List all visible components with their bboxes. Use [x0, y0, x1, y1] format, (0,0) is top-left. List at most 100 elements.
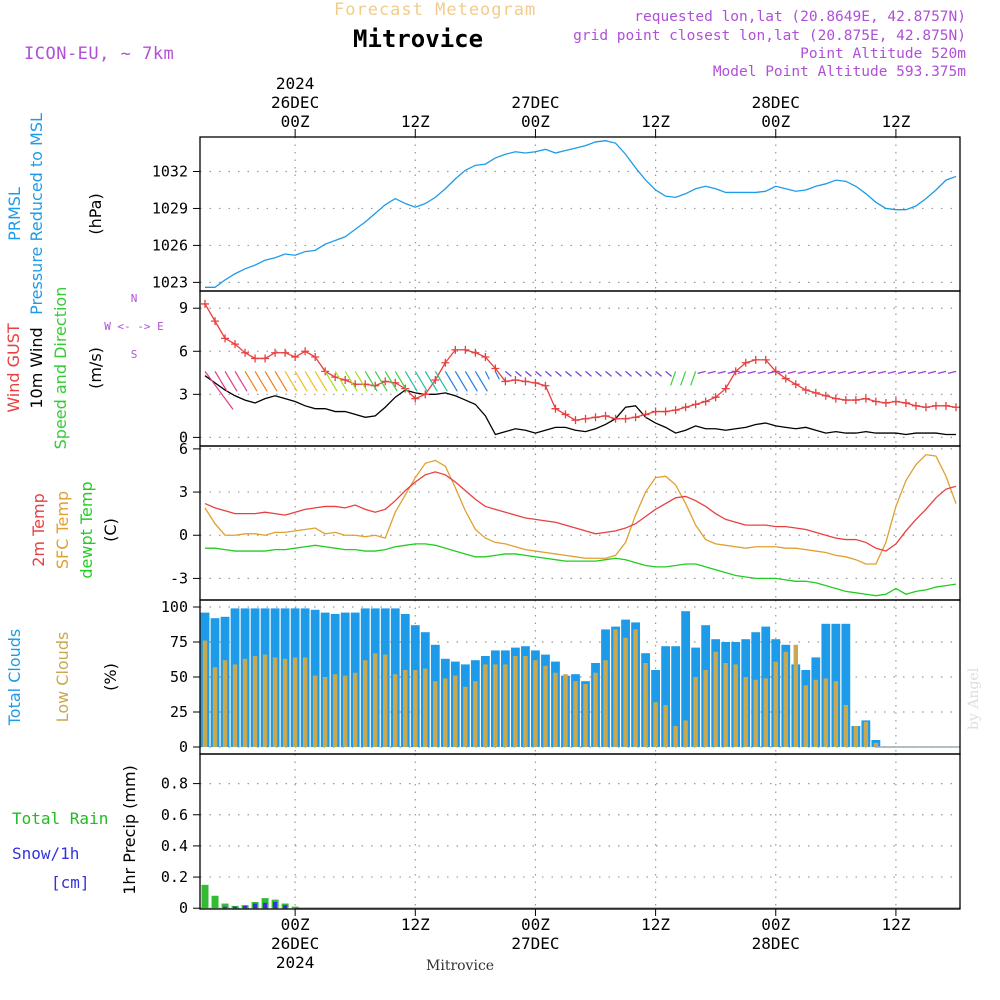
time-label-top: 12Z — [881, 112, 910, 131]
low-cloud-bar — [252, 656, 258, 747]
wind-direction-arrow — [464, 371, 478, 392]
low-cloud-bar — [683, 720, 688, 747]
y-tick-label: 9 — [179, 299, 188, 317]
temp-2m-label: 2m Temp — [29, 493, 48, 567]
wind-direction-arrow — [384, 371, 398, 392]
y-tick-label: 0.8 — [161, 775, 188, 793]
total-cloud-bar — [671, 646, 681, 747]
low-cloud-bar — [743, 677, 748, 747]
low-cloud-bar — [693, 677, 698, 747]
low-cloud-bar — [483, 664, 488, 747]
y-tick-label: -3 — [170, 569, 188, 587]
low-cloud-bar — [493, 664, 498, 747]
gust-marker — [661, 407, 670, 416]
low-cloud-bar — [643, 663, 648, 747]
wind-direction-arrow — [857, 370, 867, 374]
y-tick-label: 0.6 — [161, 806, 188, 824]
gust-marker — [761, 355, 770, 364]
sfc-temp-line — [204, 453, 957, 565]
total-cloud-bar — [841, 623, 851, 747]
gust-marker — [271, 348, 280, 357]
low-cloud-bar — [553, 672, 558, 747]
wind-direction-arrow — [204, 371, 234, 410]
gust-marker — [831, 394, 840, 403]
time-label-top: 28DEC — [752, 93, 800, 112]
gust-marker — [881, 398, 890, 407]
pressure-label-unit: (hPa) — [86, 193, 105, 234]
wind-direction-arrow — [424, 371, 438, 392]
time-label-top: 00Z — [521, 112, 550, 131]
low-cloud-bar — [423, 668, 428, 747]
wind-direction-arrow — [264, 371, 278, 392]
time-label-bottom: 12Z — [641, 915, 670, 934]
wind-direction-arrow — [515, 370, 522, 377]
gust-marker — [911, 401, 920, 410]
gust-marker — [611, 414, 620, 423]
wind-direction-arrow — [535, 370, 542, 377]
time-label-bottom: 28DEC — [752, 934, 800, 953]
wind-direction-arrow — [817, 370, 826, 374]
low-cloud-bar — [613, 629, 618, 747]
place-title: Mitrovice — [353, 25, 484, 53]
low-cloud-bar — [783, 651, 788, 747]
low-cloud-bar — [242, 658, 248, 747]
gust-marker — [581, 414, 590, 423]
gust-marker — [291, 353, 300, 362]
gust-marker — [261, 354, 270, 363]
time-label-top: 12Z — [641, 112, 670, 131]
gust-marker — [441, 358, 450, 367]
low-cloud-bar — [873, 742, 879, 747]
gust-marker — [751, 355, 760, 364]
low-cloud-bar — [753, 679, 758, 747]
low-cloud-bar — [332, 674, 338, 747]
time-label-bottom: 12Z — [881, 915, 910, 934]
gust-marker — [781, 374, 790, 383]
low-cloud-bar — [222, 660, 228, 747]
gust-marker — [861, 394, 870, 403]
low-cloud-bar — [272, 657, 278, 747]
gust-marker — [921, 403, 930, 412]
low-clouds-label: Low Clouds — [53, 632, 72, 723]
temp-dewpt-label: dewpt Temp — [77, 481, 96, 578]
gust-marker — [471, 348, 480, 357]
gust-marker — [731, 367, 740, 376]
gust-marker — [491, 364, 500, 373]
time-label-bottom: 2024 — [276, 953, 315, 972]
temp-unit-label: (C) — [101, 518, 120, 542]
low-cloud-bar — [773, 661, 778, 747]
y-tick-label: 0 — [179, 738, 188, 756]
credit-watermark: by Angel — [966, 667, 982, 730]
low-cloud-bar — [513, 656, 518, 747]
wind-direction-arrow — [937, 370, 947, 374]
gust-marker — [891, 397, 900, 406]
gust-marker — [451, 345, 460, 354]
wind-direction-arrow — [575, 370, 582, 377]
gust-marker — [321, 367, 330, 376]
wind-direction-arrow — [947, 370, 957, 374]
snow-bar — [263, 902, 268, 909]
wind-direction-arrow — [655, 370, 662, 377]
wind-direction-arrow — [680, 371, 687, 386]
gust-marker — [501, 377, 510, 386]
wind-direction-arrow — [625, 370, 632, 377]
time-label-bottom: 00Z — [521, 915, 550, 934]
low-cloud-bar — [823, 678, 829, 747]
low-cloud-bar — [292, 657, 298, 747]
gust-marker — [341, 375, 350, 384]
y-tick-label: 0 — [179, 428, 188, 446]
wind-direction-arrow — [897, 370, 907, 374]
gust-marker — [461, 345, 470, 354]
time-label-bottom: 12Z — [401, 915, 430, 934]
wind-direction-arrow — [635, 370, 642, 377]
wind-direction-arrow — [595, 370, 602, 377]
low-cloud-bar — [232, 664, 238, 747]
wind-direction-arrow — [807, 370, 816, 374]
wind-direction-arrow — [474, 371, 488, 392]
snow-bar — [283, 905, 288, 909]
wind-direction-arrow — [867, 370, 877, 374]
y-tick-label: 25 — [170, 703, 188, 721]
gust-marker — [551, 404, 560, 413]
low-cloud-bar — [843, 705, 849, 747]
low-cloud-bar — [202, 640, 208, 747]
